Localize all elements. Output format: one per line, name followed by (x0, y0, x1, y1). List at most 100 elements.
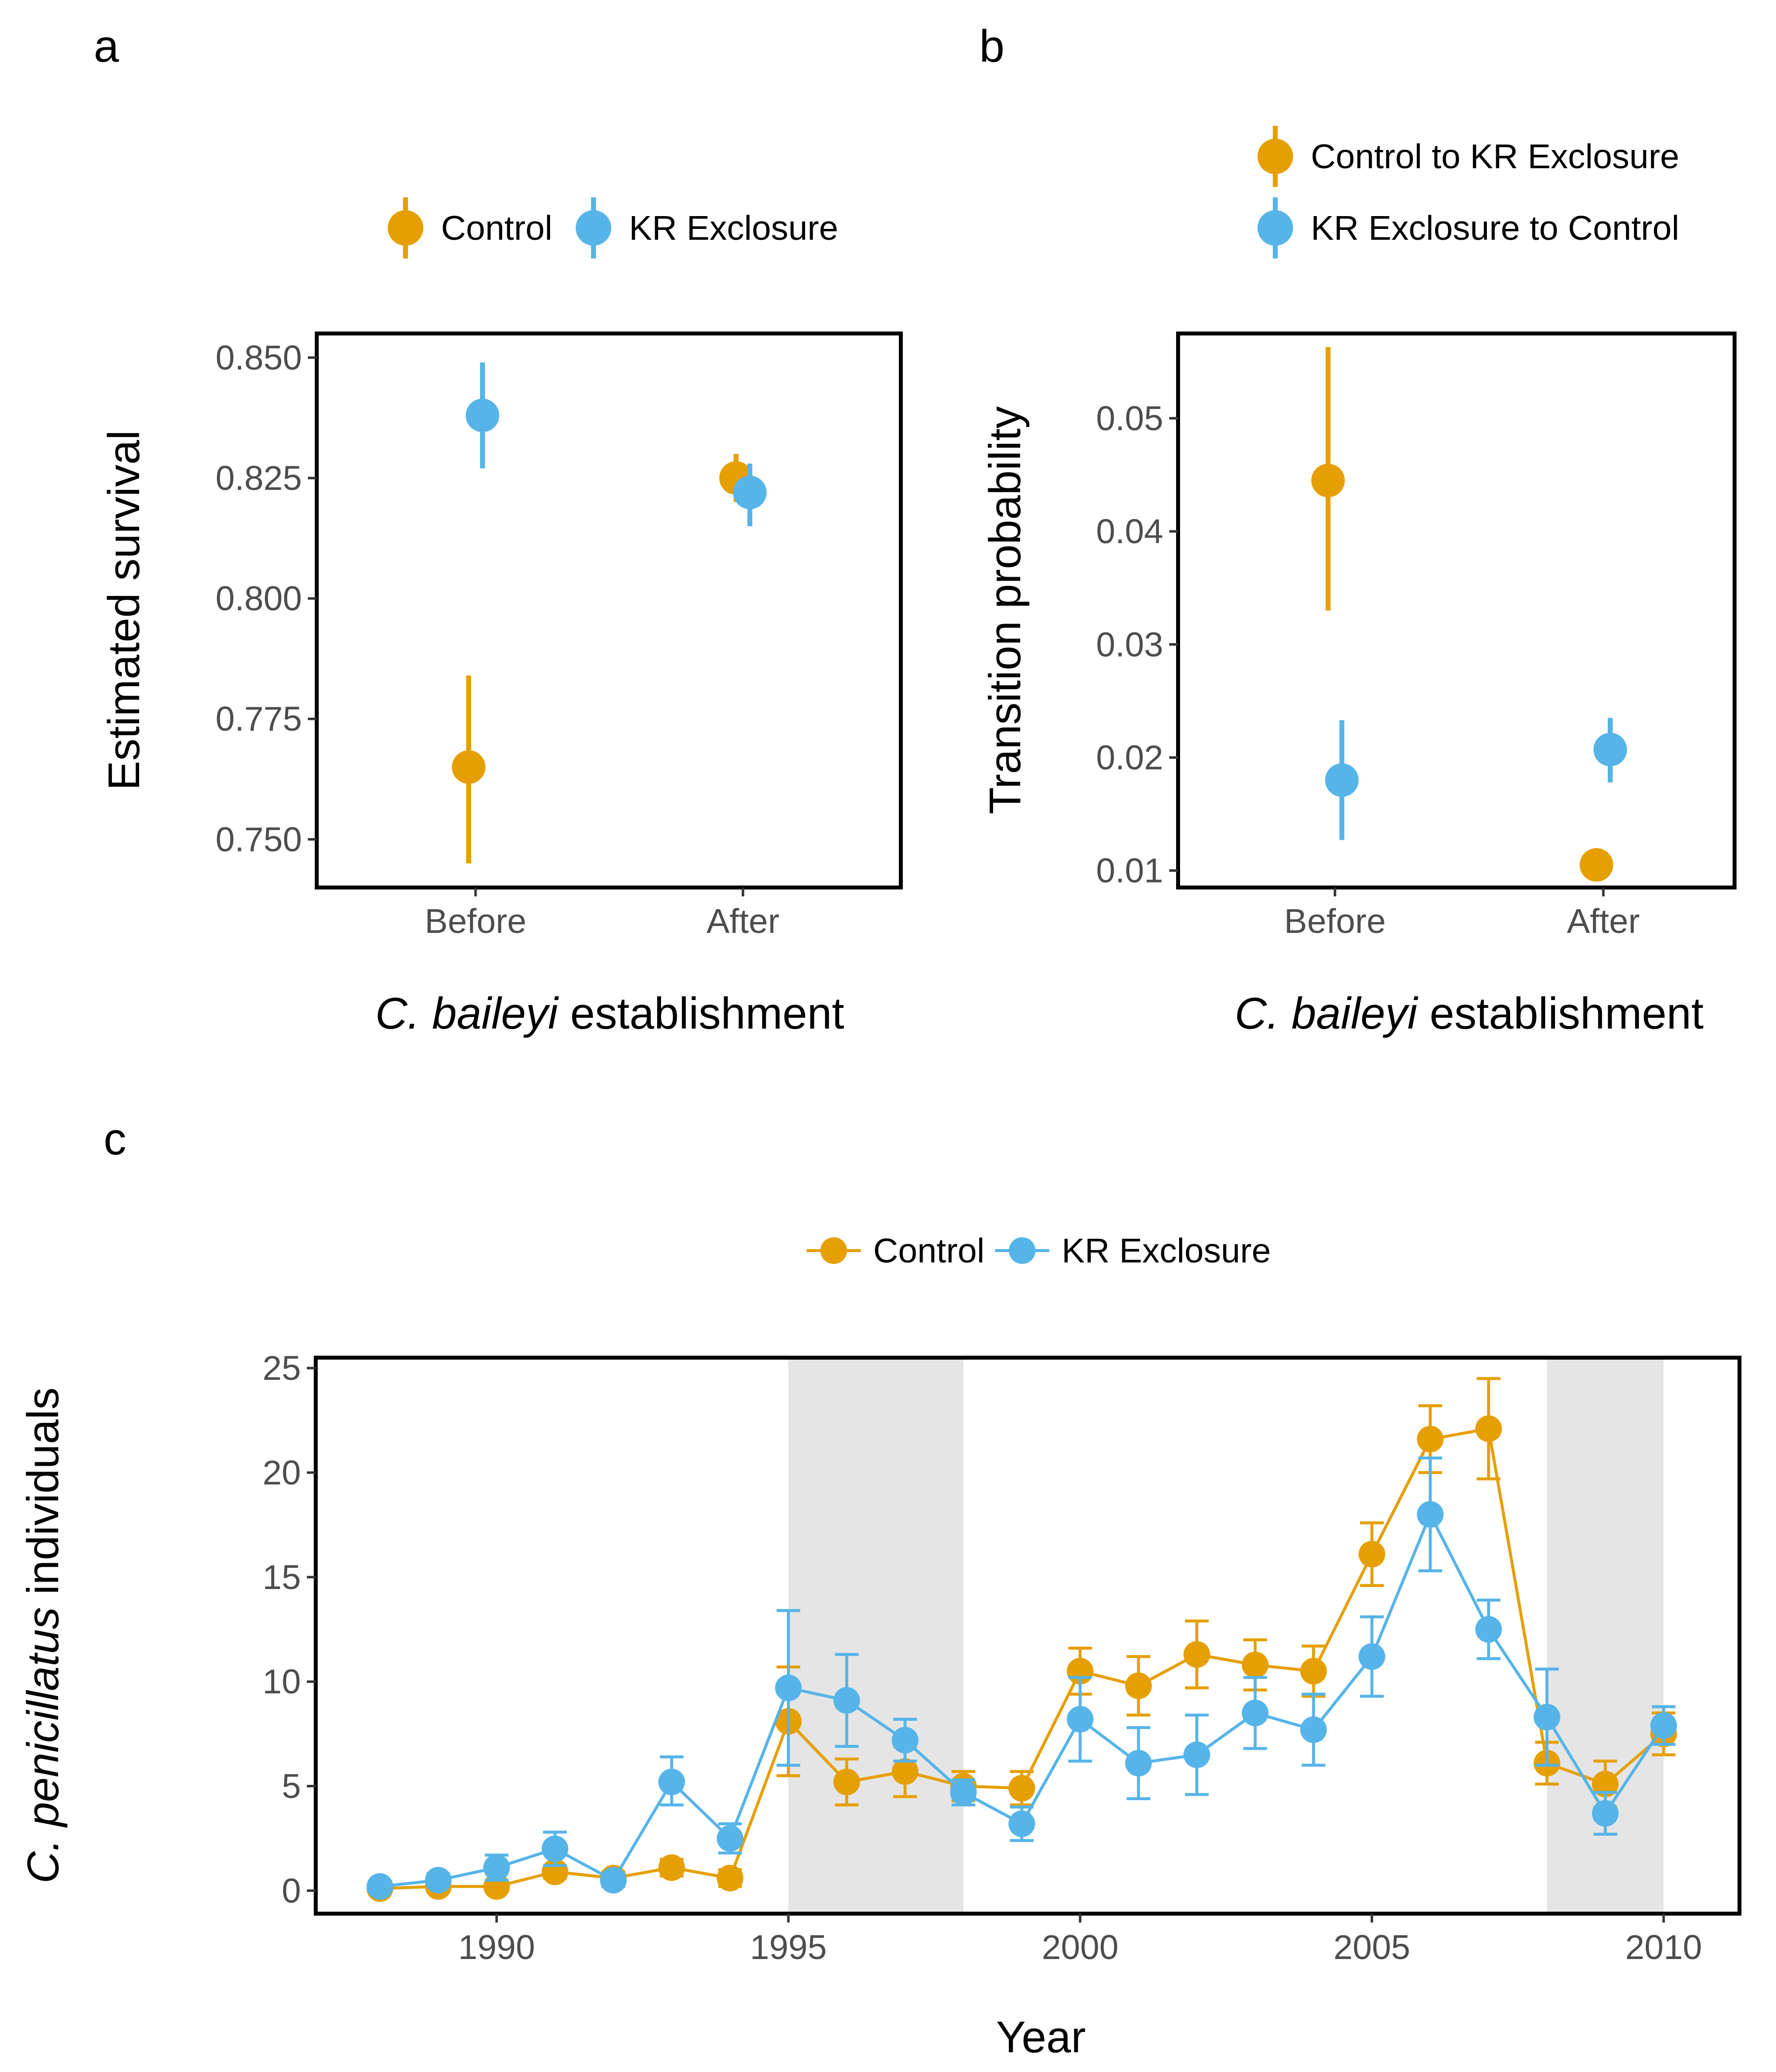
c-data-point (1417, 1501, 1444, 1528)
panel-b-y-axis: 0.01 0.02 0.03 0.04 0.05 (1096, 399, 1178, 890)
panel-b-transition-chart: Control to KR Exclosure KR Exclosure to C… (981, 126, 1737, 1038)
c-data-point (1475, 1616, 1502, 1643)
c-x-tick-label: 1990 (458, 1928, 535, 1966)
c-data-point (483, 1854, 510, 1881)
c-legend-key-dot (820, 1237, 847, 1264)
c-data-point (775, 1674, 802, 1702)
panel-c-y-axis-title-rest: individuals (19, 1387, 68, 1607)
b-y-tick-label: 0.01 (1096, 851, 1163, 890)
panel-c-y-axis-title: C. penicillatus individuals (19, 1387, 68, 1884)
b-data-point (1325, 763, 1359, 797)
panel-b-frame (1176, 332, 1737, 889)
panel-b-legend: Control to KR Exclosure KR Exclosure to C… (1258, 126, 1679, 259)
panel-a-x-axis-title-species: C. baileyi (375, 989, 559, 1038)
a-data-point (466, 399, 499, 433)
panel-b-letter: b (979, 21, 1004, 72)
panel-c-x-axis: 1990 1995 2000 2005 2010 (458, 1914, 1702, 1966)
c-data-point (1067, 1705, 1094, 1733)
c-data-point (658, 1854, 685, 1881)
c-data-point (658, 1769, 685, 1796)
panel-b-x-axis: Before After (1284, 888, 1640, 940)
panel-b-plot-area (1311, 347, 1627, 882)
panel-c-legend: Control KR Exclosure (807, 1231, 1271, 1270)
c-data-point (1358, 1643, 1385, 1670)
panel-c-y-axis-title-species: C. penicillatus (19, 1607, 68, 1884)
a-legend-label: Control (441, 209, 553, 247)
panel-a-legend: Control KR Exclosure (388, 197, 838, 259)
panel-a-survival-chart: Control KR Exclosure 0.750 0.775 0.800 0.825… (100, 197, 903, 1038)
b-x-tick-label: After (1567, 902, 1640, 940)
a-x-tick-label: After (706, 902, 779, 940)
b-y-tick-label: 0.05 (1096, 399, 1163, 438)
c-series-kr-exclosure (367, 1456, 1677, 1900)
c-data-point (541, 1835, 568, 1862)
panel-c-frame (314, 1356, 1741, 1916)
panel-a-y-axis: 0.750 0.775 0.800 0.825 0.850 (216, 338, 317, 858)
c-data-point (1125, 1749, 1152, 1776)
c-data-point (1591, 1800, 1619, 1827)
c-y-tick-label: 0 (282, 1871, 301, 1910)
c-x-tick-label: 2010 (1625, 1928, 1702, 1966)
panel-a-x-axis-title: C. baileyi establishment (375, 989, 844, 1038)
c-y-tick-label: 5 (282, 1767, 301, 1806)
panel-a-letter: a (94, 21, 119, 72)
c-data-point (716, 1864, 743, 1891)
c-data-point (1591, 1771, 1619, 1798)
a-legend-key-dot (388, 210, 423, 246)
b-data-point (1580, 848, 1613, 882)
c-data-point (1125, 1672, 1152, 1700)
c-y-tick-label: 15 (262, 1558, 301, 1596)
b-legend-label: KR Exclosure to Control (1311, 209, 1679, 247)
panel-c-timeseries-chart: Control KR Exclosure 0 5 10 15 20 25 1990 1995 2… (19, 1231, 1741, 2062)
b-data-point (1311, 463, 1345, 497)
panel-b-x-axis-title: C. baileyi establishment (1235, 989, 1703, 1038)
c-x-tick-label: 1995 (750, 1928, 827, 1966)
c-data-point (1475, 1415, 1502, 1443)
panel-c-x-axis-title: Year (996, 2013, 1086, 2062)
panel-b-y-axis-title: Transition probability (981, 406, 1030, 814)
a-y-tick-label: 0.775 (216, 700, 302, 738)
a-data-point (733, 476, 767, 510)
b-legend-label: Control to KR Exclosure (1311, 137, 1679, 176)
c-y-tick-label: 20 (262, 1453, 301, 1492)
panel-c-letter: c (104, 1114, 126, 1164)
panel-b-x-axis-title-species: C. baileyi (1235, 989, 1419, 1038)
panel-a-x-axis: Before After (425, 888, 779, 940)
c-x-tick-label: 2000 (1042, 1928, 1119, 1966)
b-x-tick-label: Before (1284, 902, 1386, 940)
c-data-point (950, 1779, 977, 1806)
panel-b-x-axis-title-rest: establishment (1417, 989, 1703, 1038)
c-data-point (891, 1758, 919, 1785)
c-legend-label: Control (873, 1231, 985, 1270)
c-data-point (716, 1825, 743, 1852)
c-data-point (891, 1727, 919, 1754)
c-data-point (1417, 1426, 1444, 1453)
c-data-point (1184, 1641, 1211, 1668)
c-y-tick-label: 25 (262, 1349, 301, 1387)
panel-c-plot-area (367, 1377, 1677, 1902)
c-data-point (1184, 1741, 1211, 1768)
a-data-point (452, 750, 485, 784)
c-y-tick-label: 10 (262, 1663, 301, 1701)
c-shaded-period (788, 1358, 963, 1914)
panel-c-shaded-periods (788, 1358, 1664, 1914)
c-data-point (833, 1769, 860, 1796)
c-data-point (1008, 1810, 1036, 1837)
c-data-point (1300, 1658, 1327, 1685)
b-data-point (1593, 733, 1627, 767)
a-y-tick-label: 0.800 (216, 579, 302, 618)
c-data-point (1358, 1541, 1385, 1568)
c-data-point (1533, 1703, 1560, 1731)
c-data-point (600, 1867, 627, 1894)
c-data-point (1300, 1716, 1327, 1743)
a-legend-label: KR Exclosure (629, 209, 838, 247)
panel-a-y-axis-title: Estimated survival (100, 430, 149, 790)
c-legend-label: KR Exclosure (1062, 1231, 1271, 1270)
a-y-tick-label: 0.850 (216, 338, 302, 377)
a-legend-key-dot (576, 210, 611, 246)
b-legend-key-dot (1258, 210, 1293, 246)
panel-a-x-axis-title-rest: establishment (558, 989, 844, 1038)
c-data-point (425, 1867, 452, 1894)
c-data-point (1650, 1712, 1677, 1739)
c-data-point (367, 1873, 394, 1900)
